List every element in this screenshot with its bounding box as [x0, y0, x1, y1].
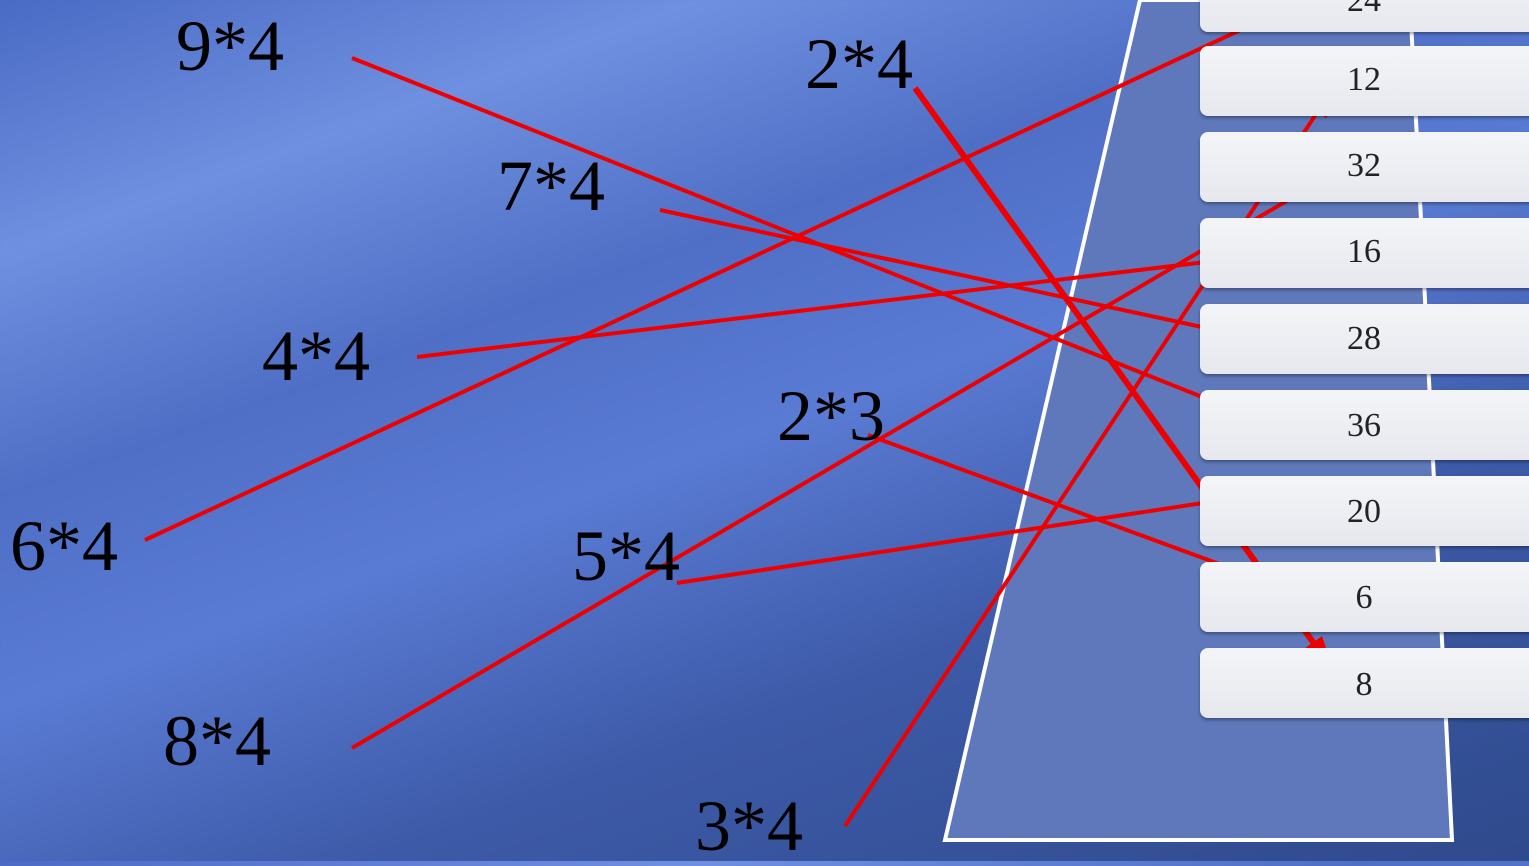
- expression-label: 8*4: [163, 701, 271, 781]
- answer-label: 36: [1347, 407, 1381, 444]
- arrow-line: [676, 492, 1263, 585]
- answer-box-6: [1200, 390, 1529, 460]
- expression-label: 5*4: [572, 516, 680, 596]
- answer-label: 6: [1355, 579, 1373, 616]
- answer-box-2: [1200, 46, 1529, 116]
- answer-label: 24: [1347, 0, 1381, 19]
- answer-label: 28: [1347, 320, 1381, 357]
- arrow-line: [843, 82, 1338, 828]
- expression-label: 3*4: [695, 786, 803, 866]
- answer-label: 32: [1347, 147, 1381, 184]
- arrow-line: [144, 0, 1310, 542]
- arrow-line: [416, 246, 1323, 359]
- answer-box-5: [1200, 304, 1529, 374]
- answer-label: 16: [1347, 233, 1381, 270]
- answer-label: 20: [1347, 493, 1381, 530]
- arrow-line: [350, 170, 1338, 750]
- expression-label: 2*3: [777, 376, 885, 456]
- expression-label: 4*4: [262, 316, 370, 396]
- expression-label: 9*4: [176, 6, 284, 86]
- answer-label: 12: [1347, 61, 1381, 98]
- answer-label: 8: [1355, 666, 1373, 703]
- answer-box-1: [1200, 0, 1529, 32]
- answer-box-4: [1200, 218, 1529, 288]
- answer-box-9: [1200, 648, 1529, 718]
- answer-box-3: [1200, 132, 1529, 202]
- expression-label: 6*4: [10, 506, 118, 586]
- arrow-line: [659, 208, 1263, 342]
- answer-box-8: [1200, 562, 1529, 632]
- expression-label: 2*4: [805, 24, 913, 104]
- expression-label: 7*4: [497, 146, 605, 226]
- answer-box-7: [1200, 476, 1529, 546]
